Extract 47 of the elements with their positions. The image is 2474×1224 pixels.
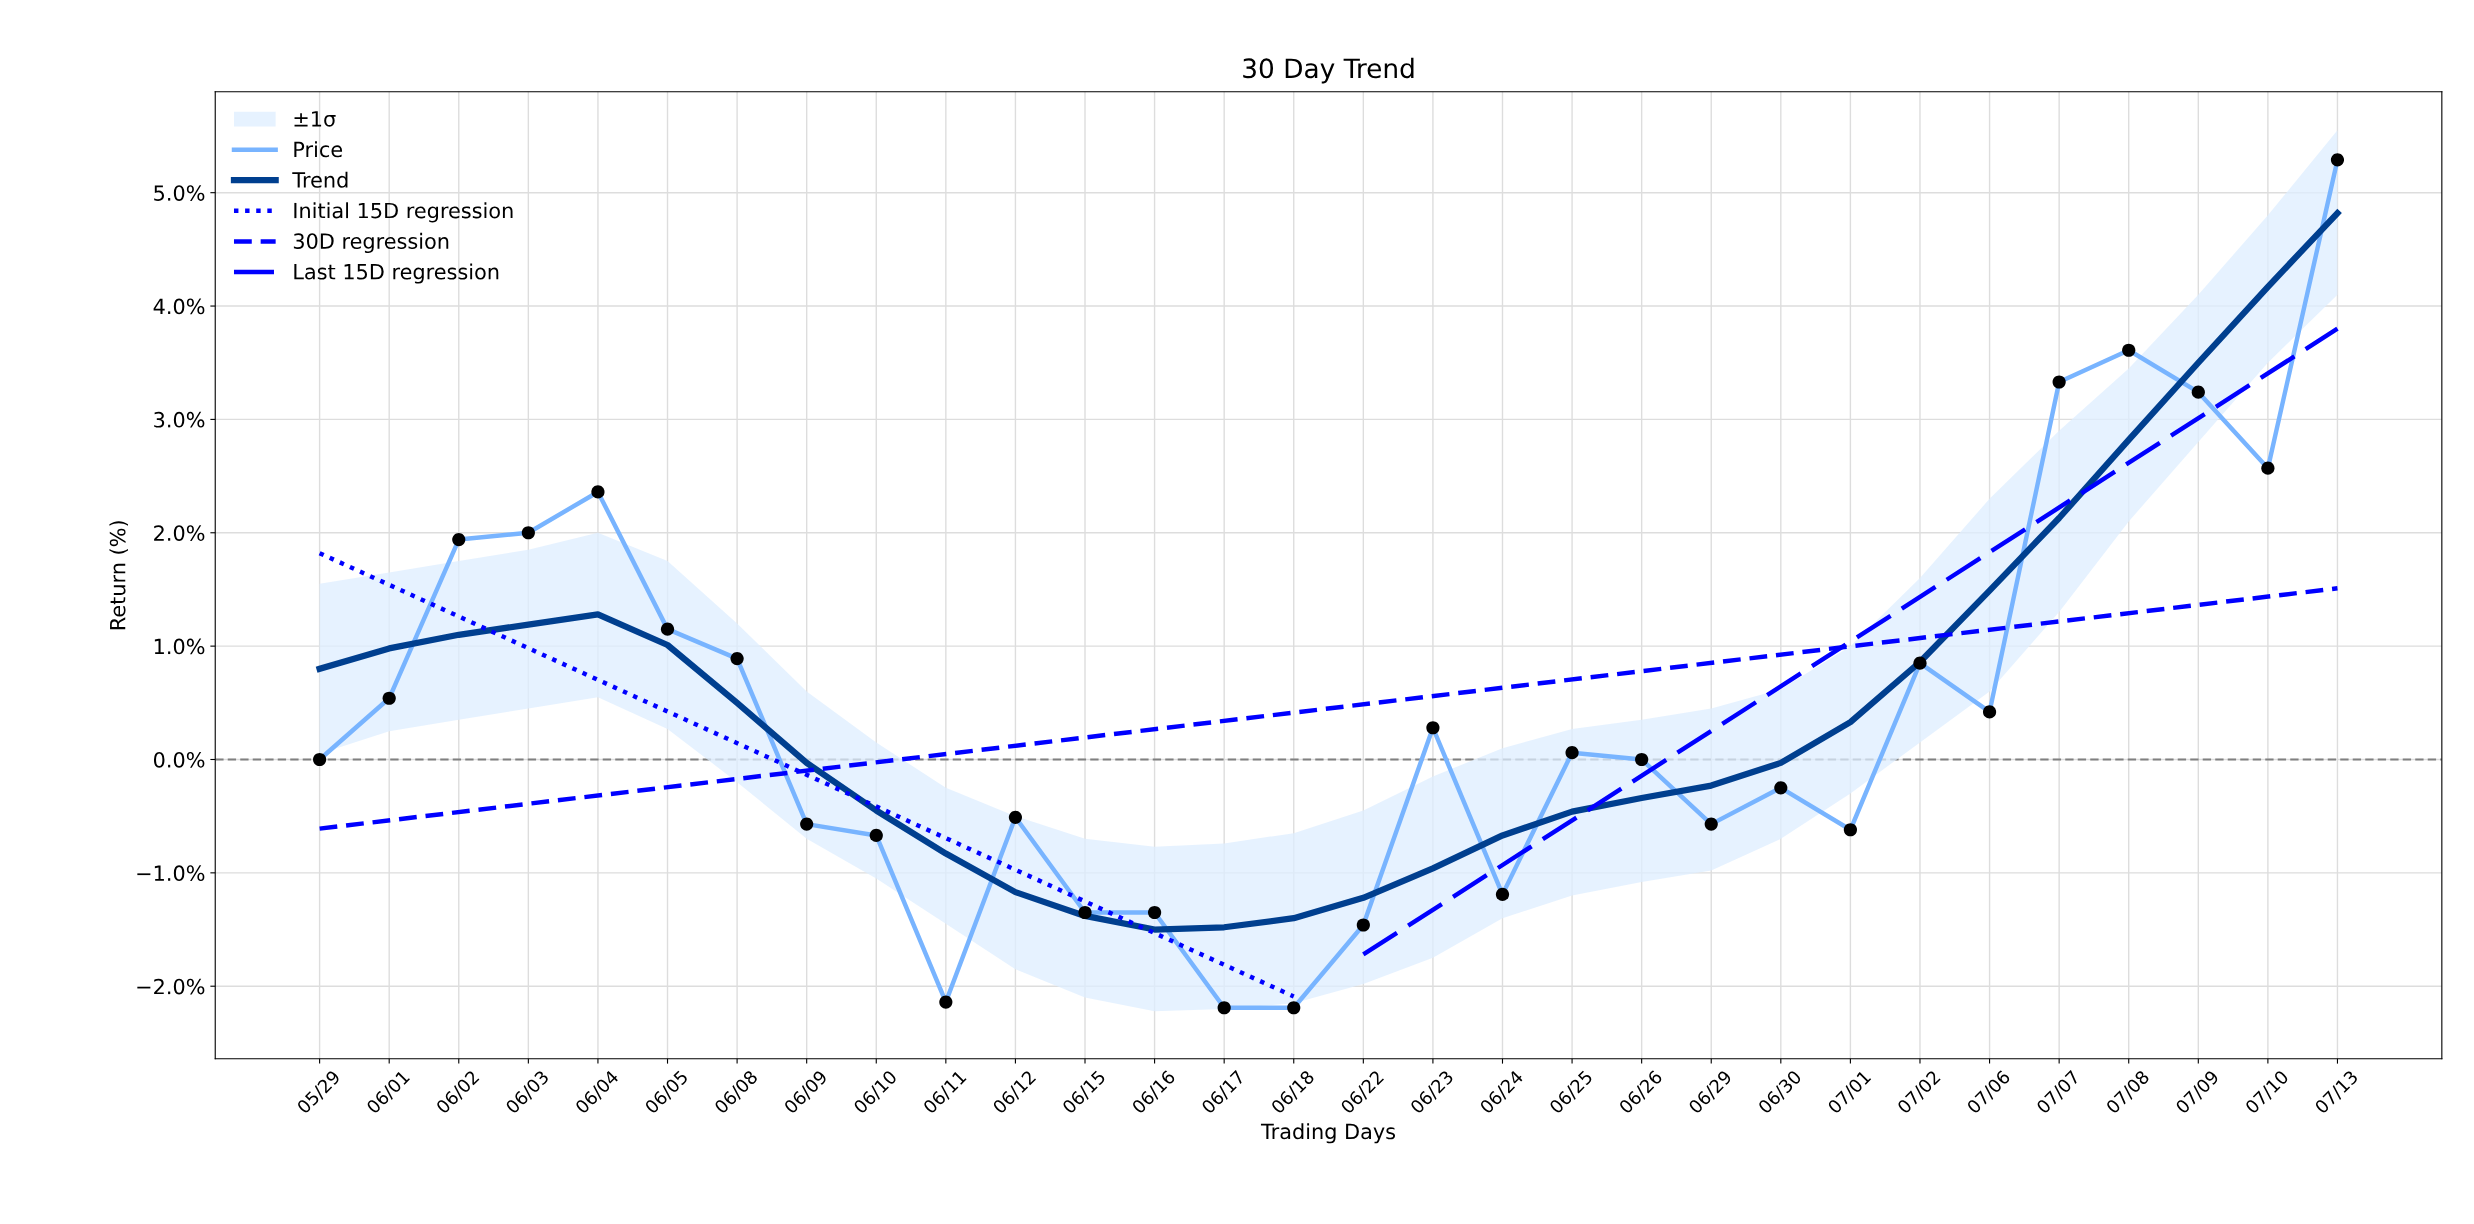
point bbox=[660, 622, 675, 636]
point bbox=[1148, 905, 1162, 920]
y-axis-title: Return (%) bbox=[109, 521, 128, 630]
point bbox=[2122, 343, 2136, 357]
point bbox=[1704, 817, 1718, 831]
point bbox=[313, 752, 327, 767]
chart-title: 30 Day Trend bbox=[1243, 57, 1414, 84]
point bbox=[1356, 918, 1370, 932]
y-tick-label: 2.0% bbox=[154, 525, 205, 541]
point bbox=[1982, 705, 1997, 719]
point bbox=[1008, 810, 1023, 824]
point bbox=[1774, 781, 1788, 795]
y-tick-label: 1.0% bbox=[154, 638, 205, 655]
point bbox=[1078, 905, 1092, 920]
point bbox=[939, 995, 953, 1009]
point bbox=[730, 652, 744, 666]
point bbox=[800, 817, 814, 831]
point bbox=[2261, 461, 2275, 475]
point bbox=[2191, 385, 2205, 399]
point bbox=[1287, 1001, 1301, 1015]
point bbox=[869, 828, 883, 843]
legend-label: Last 15D regression bbox=[294, 263, 499, 284]
point bbox=[1565, 746, 1579, 760]
y-tick-label: 5.0% bbox=[154, 185, 205, 201]
y-tick-label: 4.0% bbox=[153, 298, 205, 315]
point bbox=[591, 485, 605, 499]
point bbox=[382, 691, 396, 705]
point bbox=[1217, 1001, 1231, 1015]
y-tick-label: −1.0% bbox=[137, 865, 205, 882]
point bbox=[1913, 656, 1927, 670]
legend-label: Initial 15D regression bbox=[294, 202, 513, 223]
point bbox=[2330, 153, 2345, 167]
y-tick-label: −2.0% bbox=[137, 978, 205, 995]
point bbox=[1635, 752, 1649, 767]
legend-label: 30D regression bbox=[293, 232, 449, 254]
point bbox=[1426, 721, 1440, 735]
point bbox=[521, 526, 535, 540]
y-tick-label: 3.0% bbox=[154, 411, 205, 428]
legend-label: ±1σ bbox=[294, 111, 336, 127]
point bbox=[1495, 887, 1510, 901]
legend-label: Price bbox=[294, 141, 343, 158]
y-tick-label: 0.0% bbox=[153, 751, 205, 768]
point bbox=[2052, 375, 2066, 389]
point bbox=[1843, 823, 1857, 837]
legend-label: Trend bbox=[292, 171, 348, 188]
point bbox=[452, 532, 466, 547]
x-axis-title: Trading Days bbox=[1260, 1123, 1396, 1144]
